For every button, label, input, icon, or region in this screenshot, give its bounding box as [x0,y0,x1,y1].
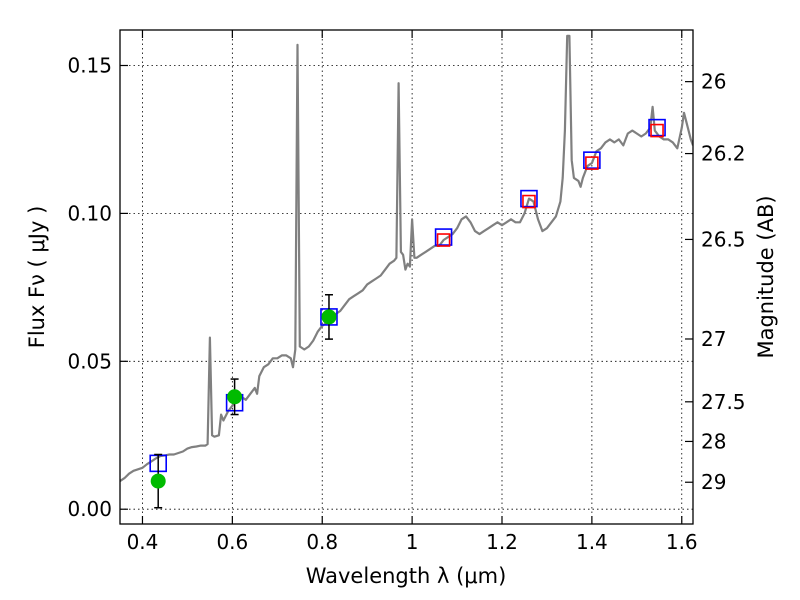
plot-frame [119,29,694,525]
x-tick-label: 1.6 [666,530,698,554]
x-axis: 0.4 0.6 0.8 1 1.2 1.4 1.6 [127,30,698,554]
y2-axis-label: Magnitude (AB) [754,195,778,358]
y-tick-label: 0.15 [67,53,112,77]
y2-tick-label: 26 [701,70,726,94]
model-band-square-red [650,123,664,138]
x-tick-label: 1.2 [486,530,518,554]
y-axis-label: Flux Fν ( μJy ) [25,206,49,349]
y2-tick-label: 27.5 [701,390,746,414]
model-band-square-red [585,156,599,170]
grid [120,30,693,524]
spectrum-line [120,34,693,483]
spectrum-layer [120,34,693,483]
x-tick-label: 0.6 [216,530,248,554]
x-tick-label: 0.8 [306,530,338,554]
model-band-square [434,228,453,246]
model-band-square [583,151,601,169]
observed-point [227,389,243,405]
plot-area [120,34,693,509]
photometry-layer [149,118,666,509]
observed-point [321,309,337,325]
y2-tick-label: 27 [701,327,726,351]
x-tick-label: 0.4 [127,530,159,554]
model-band-square [648,118,666,137]
model-band-square-red [436,233,451,247]
x-tick-label: 1 [406,530,419,554]
model-band-square-red [522,194,536,209]
x-axis-label: Wavelength λ (μm) [306,564,507,588]
y2-tick-label: 29 [701,470,726,494]
model-band-square [520,189,538,208]
y-axis: 0.00 0.05 0.10 0.15 [67,53,128,521]
x-tick-label: 1.4 [576,530,608,554]
y2-tick-label: 28 [701,429,726,453]
y-tick-label: 0.00 [67,497,112,521]
y-tick-label: 0.05 [67,349,112,373]
y2-tick-label: 26.2 [701,142,746,166]
plot-background [120,30,693,524]
y2-axis: 26 26.2 26.5 27 27.5 28 29 [685,70,746,494]
observed-point [150,473,166,489]
y2-tick-label: 26.5 [701,227,746,251]
y-tick-label: 0.10 [67,201,112,225]
